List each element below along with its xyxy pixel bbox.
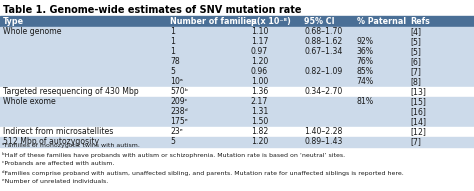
Text: 1.40–2.28: 1.40–2.28 [304, 128, 343, 137]
Text: 175ᵉ: 175ᵉ [170, 117, 188, 126]
Text: Table 1. Genome-wide estimates of SNV mutation rate: Table 1. Genome-wide estimates of SNV mu… [3, 5, 301, 15]
Text: 5: 5 [170, 138, 175, 146]
Text: 85%: 85% [356, 67, 374, 77]
Text: ᵇHalf of these families have probands with autism or schizophrenia. Mutation rat: ᵇHalf of these families have probands wi… [2, 152, 345, 158]
Bar [0, 137, 474, 147]
Bar [0, 37, 474, 47]
Bar [0, 77, 474, 87]
Text: 95% CI: 95% CI [304, 17, 335, 26]
Text: [8]: [8] [410, 78, 421, 87]
Bar [0, 47, 474, 57]
Text: 81%: 81% [356, 97, 374, 107]
Text: [4]: [4] [410, 28, 421, 36]
Text: [7]: [7] [410, 67, 421, 77]
Text: [7]: [7] [410, 138, 421, 146]
Bar [0, 16, 474, 27]
Text: 1.00: 1.00 [251, 78, 268, 87]
Text: 1.20: 1.20 [251, 57, 268, 66]
Text: 10ᵃ: 10ᵃ [170, 78, 183, 87]
Text: 92%: 92% [356, 37, 374, 46]
Bar [0, 67, 474, 77]
Text: 1.20: 1.20 [251, 138, 268, 146]
Text: 78: 78 [170, 57, 180, 66]
Text: 74%: 74% [356, 78, 374, 87]
Text: [5]: [5] [410, 37, 421, 46]
Text: Targeted resequencing of 430 Mbp: Targeted resequencing of 430 Mbp [3, 87, 138, 96]
Text: 209ᶜ: 209ᶜ [170, 97, 188, 107]
Text: Number of families: Number of families [170, 17, 256, 26]
Text: 570ᵇ: 570ᵇ [170, 87, 188, 96]
Text: ᶜProbands are affected with autism.: ᶜProbands are affected with autism. [2, 161, 114, 166]
Text: Whole exome: Whole exome [3, 97, 56, 107]
Text: [12]: [12] [410, 128, 427, 137]
Text: 1: 1 [170, 48, 175, 57]
Text: 1: 1 [170, 28, 175, 36]
Text: [5]: [5] [410, 48, 421, 57]
Text: Indirect from microsatellites: Indirect from microsatellites [3, 128, 113, 137]
Text: ᵃFamilies of monozygotic twins with autism.: ᵃFamilies of monozygotic twins with auti… [2, 143, 140, 148]
Text: 1.36: 1.36 [251, 87, 268, 96]
Bar [0, 107, 474, 117]
Text: % Paternal: % Paternal [356, 17, 406, 26]
Text: [13]: [13] [410, 87, 427, 96]
Text: 0.82–1.09: 0.82–1.09 [304, 67, 343, 77]
Text: [15]: [15] [410, 97, 427, 107]
Text: 23ᵉ: 23ᵉ [170, 128, 183, 137]
Text: 512 Mbp of autozygosity: 512 Mbp of autozygosity [3, 138, 99, 146]
Text: 76%: 76% [356, 57, 374, 66]
Bar [0, 127, 474, 137]
Bar [0, 117, 474, 127]
Text: 0.88–1.62: 0.88–1.62 [304, 37, 343, 46]
Text: [6]: [6] [410, 57, 421, 66]
Bar [0, 87, 474, 97]
Text: 2.17: 2.17 [251, 97, 268, 107]
Text: μ(x 10⁻⁸): μ(x 10⁻⁸) [251, 17, 291, 26]
Text: [14]: [14] [410, 117, 427, 126]
Text: [16]: [16] [410, 108, 427, 117]
Text: 5: 5 [170, 67, 175, 77]
Text: 1: 1 [170, 37, 175, 46]
Text: Whole genome: Whole genome [3, 28, 62, 36]
Bar [0, 27, 474, 37]
Bar [0, 97, 474, 107]
Text: Refs: Refs [410, 17, 430, 26]
Text: 1.31: 1.31 [251, 108, 268, 117]
Bar [0, 57, 474, 67]
Text: Type: Type [3, 17, 24, 26]
Text: 36%: 36% [356, 48, 374, 57]
Text: 0.34–2.70: 0.34–2.70 [304, 87, 343, 96]
Text: 1.10: 1.10 [251, 28, 268, 36]
Text: 1.50: 1.50 [251, 117, 268, 126]
Text: 0.68–1.70: 0.68–1.70 [304, 28, 343, 36]
Text: 238ᵈ: 238ᵈ [170, 108, 188, 117]
Text: 0.67–1.34: 0.67–1.34 [304, 48, 343, 57]
Text: ᵉNumber of unrelated individuals.: ᵉNumber of unrelated individuals. [2, 179, 108, 184]
Text: 0.97: 0.97 [251, 48, 268, 57]
Text: ᵈFamilies comprise proband with autism, unaffected sibling, and parents. Mutatio: ᵈFamilies comprise proband with autism, … [2, 170, 404, 176]
Text: 0.89–1.43: 0.89–1.43 [304, 138, 343, 146]
Text: 1.82: 1.82 [251, 128, 268, 137]
Text: 1.17: 1.17 [251, 37, 268, 46]
Text: 0.96: 0.96 [251, 67, 268, 77]
